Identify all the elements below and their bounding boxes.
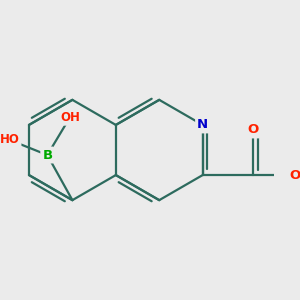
- Text: N: N: [197, 118, 208, 131]
- Text: B: B: [42, 148, 52, 161]
- Text: OH: OH: [60, 111, 80, 124]
- Text: O: O: [290, 169, 300, 182]
- Text: O: O: [247, 123, 258, 136]
- Text: HO: HO: [0, 134, 20, 146]
